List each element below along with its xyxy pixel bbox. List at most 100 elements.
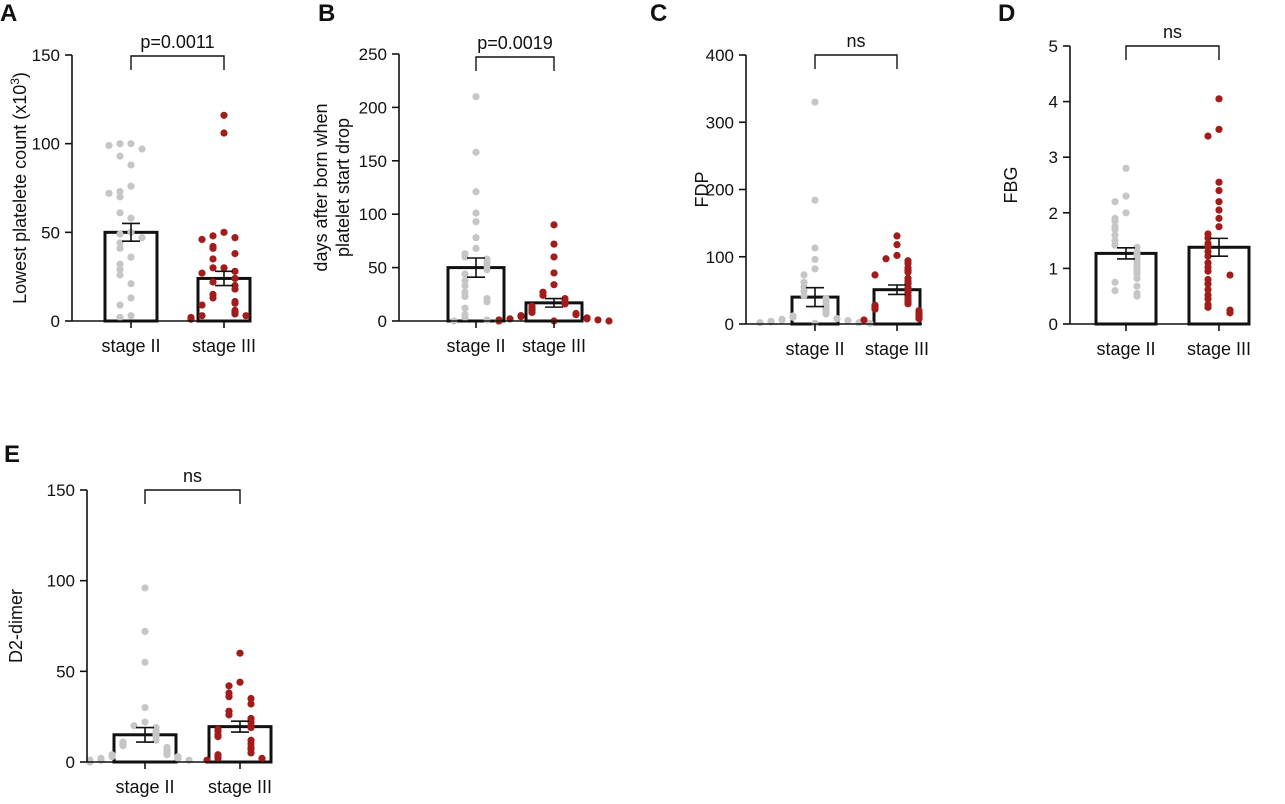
data-point — [594, 316, 602, 324]
data-point — [141, 658, 149, 666]
data-point — [127, 294, 135, 302]
data-point — [1122, 192, 1130, 200]
panel-letter: B — [318, 0, 335, 27]
data-point — [209, 255, 217, 263]
y-tick-label: 2 — [1049, 204, 1058, 223]
data-point — [231, 299, 239, 307]
data-point — [127, 280, 135, 288]
x-category-label: stage II — [785, 339, 844, 359]
data-point — [1204, 280, 1212, 288]
data-point — [116, 265, 124, 274]
data-point — [198, 235, 206, 244]
data-point — [461, 292, 469, 301]
data-point — [572, 310, 580, 319]
data-point — [247, 723, 255, 732]
y-tick-label: 50 — [368, 259, 387, 278]
significance-bracket — [144, 489, 241, 504]
data-point — [138, 145, 146, 153]
data-point — [871, 305, 879, 313]
data-point — [461, 282, 469, 290]
data-point — [116, 301, 124, 309]
x-category-label: stage III — [522, 336, 586, 356]
data-point — [231, 285, 239, 293]
data-point — [231, 267, 239, 275]
data-point — [105, 189, 113, 197]
y-axis-label: Lowest platelete count (x103) — [8, 72, 30, 304]
data-point — [231, 310, 239, 318]
data-point — [214, 754, 222, 762]
y-tick-label: 300 — [706, 113, 734, 132]
data-point — [220, 111, 228, 119]
data-point — [461, 270, 469, 278]
data-point — [127, 140, 135, 148]
data-point — [1111, 198, 1119, 206]
data-point — [472, 234, 480, 242]
data-point — [231, 274, 239, 283]
data-point — [1215, 214, 1223, 222]
data-point — [127, 161, 135, 169]
data-point — [1215, 206, 1223, 214]
data-point — [141, 718, 149, 726]
y-tick-label: 0 — [51, 312, 60, 331]
y-tick-label: 4 — [1049, 93, 1058, 112]
data-point — [811, 255, 819, 264]
data-point — [1133, 292, 1141, 300]
bar-stage-II — [103, 230, 159, 323]
data-point — [138, 234, 146, 242]
data-point — [220, 264, 228, 272]
y-tick-label: 200 — [706, 181, 734, 200]
y-tick-label: 0 — [725, 315, 734, 334]
x-category-label: stage III — [865, 339, 929, 359]
significance-label: ns — [1163, 22, 1182, 42]
data-point — [893, 232, 901, 240]
significance-label: p=0.0019 — [477, 33, 553, 53]
data-point — [116, 271, 124, 279]
data-point — [198, 269, 206, 277]
data-point — [116, 140, 124, 148]
data-point — [127, 253, 135, 261]
data-point — [904, 268, 912, 276]
data-point — [1226, 271, 1234, 279]
data-point — [209, 244, 217, 252]
data-point — [231, 234, 239, 242]
data-point — [800, 292, 808, 300]
data-point — [915, 315, 923, 323]
data-point — [152, 736, 160, 744]
data-point — [247, 694, 255, 703]
data-point — [1226, 309, 1234, 317]
panel-d: D 0 1 2 3 4 5 stage II stage III ns FBG — [998, 0, 1251, 359]
data-point — [472, 244, 480, 252]
data-point — [472, 209, 480, 217]
data-point — [1215, 198, 1223, 206]
data-point — [116, 193, 124, 201]
y-axis-label: D2-dimer — [6, 589, 26, 663]
data-point — [550, 281, 558, 289]
significance-bracket — [475, 56, 555, 71]
data-point — [539, 291, 547, 299]
data-point — [811, 196, 819, 204]
data-point — [1215, 178, 1223, 186]
x-category-label: stage III — [208, 777, 272, 797]
y-tick-label: 0 — [66, 753, 75, 772]
data-point — [1204, 252, 1212, 260]
data-point — [1122, 209, 1130, 217]
data-point — [225, 711, 233, 719]
data-point — [893, 251, 901, 260]
data-point — [174, 754, 182, 762]
data-point — [116, 152, 124, 160]
bar-stage-II — [1094, 251, 1158, 326]
data-point — [209, 278, 217, 286]
y-tick-label: 200 — [359, 98, 387, 117]
data-point — [1204, 234, 1212, 242]
data-point — [127, 214, 135, 222]
x-category-label: stage II — [1096, 339, 1155, 359]
panel-a: A 0 50 100 150 stage II stage III p=0.0011 Lowes… — [0, 0, 256, 356]
panel-c: C 0 100 200 300 400 stage II stage III ns FDP — [650, 0, 929, 359]
data-point — [247, 749, 255, 757]
data-point — [1111, 241, 1119, 249]
data-point — [214, 733, 222, 741]
data-point — [1133, 282, 1141, 290]
data-point — [1111, 225, 1119, 234]
y-tick-label: 3 — [1049, 148, 1058, 167]
